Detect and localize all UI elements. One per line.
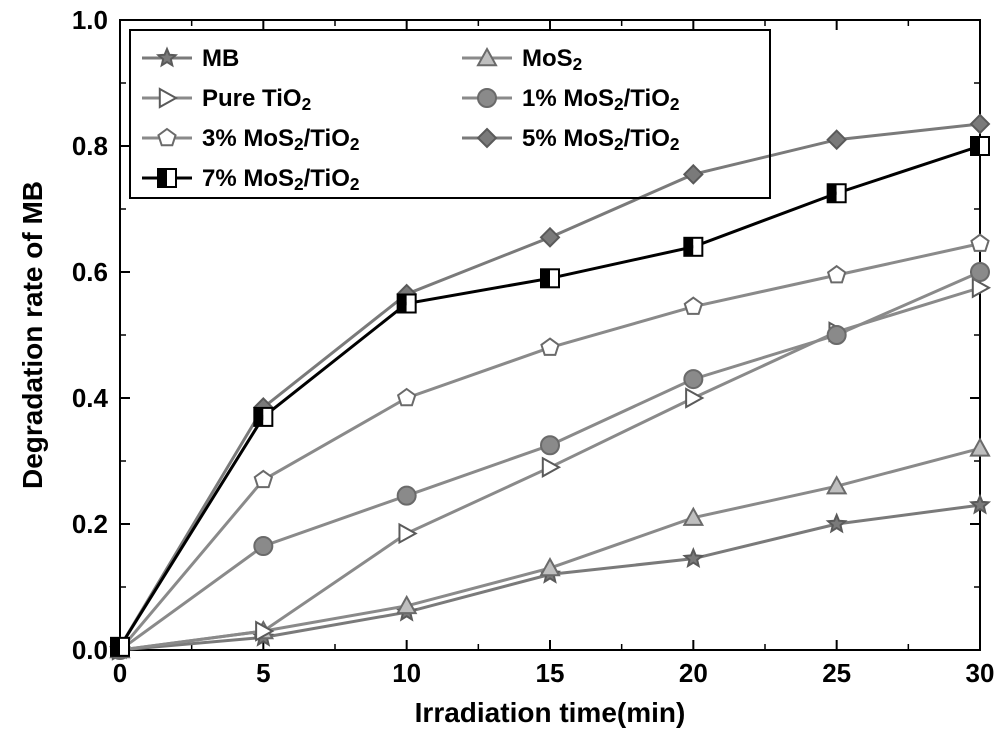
- legend-label: 5% MoS2/TiO2: [522, 125, 679, 154]
- x-tick-label: 10: [392, 658, 421, 688]
- degradation-chart: 0 5 10 15 20 25 30 0.0 0.2 0.4 0.6 0.8 1.0 Irradiatio…: [0, 0, 1000, 748]
- x-tick-label: 30: [966, 658, 995, 688]
- x-tick-label: 15: [536, 658, 565, 688]
- y-tick-label: 0.0: [72, 635, 108, 665]
- x-tick-label: 0: [113, 658, 127, 688]
- y-tick-label: 0.4: [72, 383, 109, 413]
- x-tick-label: 25: [822, 658, 851, 688]
- legend-label: Pure TiO2: [202, 85, 311, 114]
- x-tick-label: 20: [679, 658, 708, 688]
- legend-label: MB: [202, 45, 239, 72]
- y-tick-label: 0.2: [72, 509, 108, 539]
- legend-label: 1% MoS2/TiO2: [522, 85, 679, 114]
- legend-label: 3% MoS2/TiO2: [202, 125, 359, 154]
- chart-svg: 0 5 10 15 20 25 30 0.0 0.2 0.4 0.6 0.8 1.0 Irradiatio…: [0, 0, 1000, 748]
- y-axis-label: Degradation rate of MB: [17, 181, 48, 489]
- y-tick-label: 0.8: [72, 131, 108, 161]
- legend-label: 7% MoS2/TiO2: [202, 165, 359, 194]
- x-tick-label: 5: [256, 658, 270, 688]
- y-tick-label: 1.0: [72, 5, 108, 35]
- y-tick-label: 0.6: [72, 257, 108, 287]
- x-axis-label: Irradiation time(min): [415, 697, 686, 728]
